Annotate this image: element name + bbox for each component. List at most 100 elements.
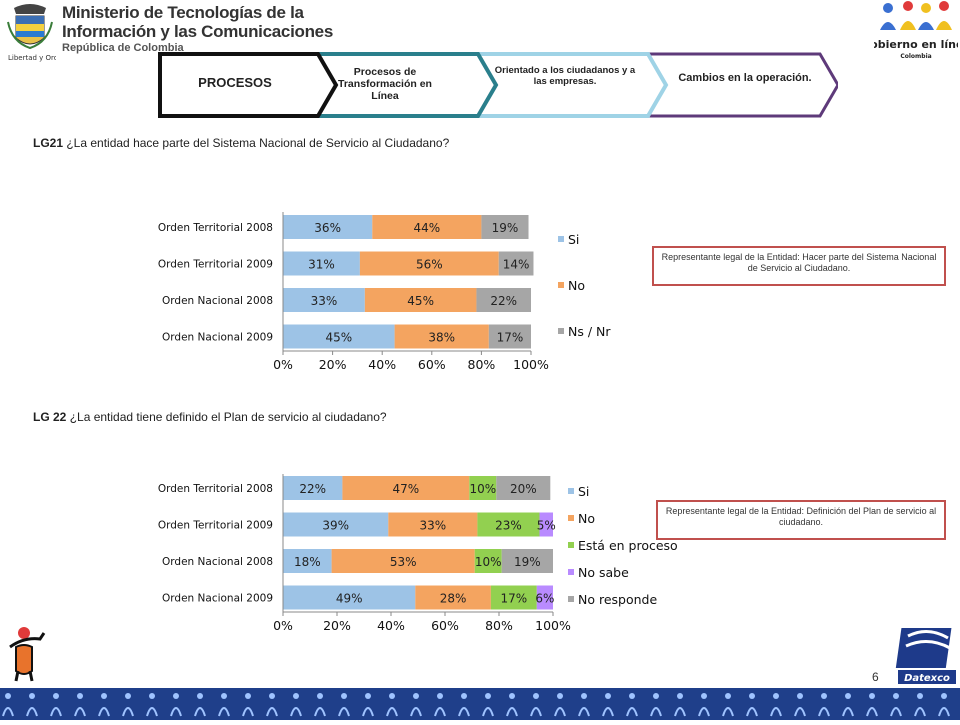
data-label: 38%: [428, 331, 455, 345]
legend-swatch: [558, 282, 564, 288]
band-figure-head: [293, 693, 299, 699]
legend-label: Si: [578, 484, 589, 499]
flow-step-1-shape: [158, 52, 339, 118]
band-figure-body: [146, 707, 158, 717]
band-figure-head: [389, 693, 395, 699]
x-tick-label: 0%: [273, 618, 293, 633]
bar-segment: [342, 476, 470, 500]
datexco-logo-text: Datexco: [904, 673, 950, 684]
bar-segment: [394, 324, 489, 349]
band-figure-body: [338, 707, 350, 717]
bar-segment: [331, 549, 475, 573]
band-figure-head: [677, 693, 683, 699]
bar-segment: [364, 288, 477, 312]
band-figure-head: [797, 693, 803, 699]
band-figure-body: [506, 707, 518, 717]
band-figure-head: [5, 693, 11, 699]
band-figure-head: [821, 693, 827, 699]
legend-label: No responde: [578, 592, 657, 607]
band-figure-body: [674, 707, 686, 717]
band-figure-body: [914, 707, 926, 717]
band-figure-body: [290, 707, 302, 717]
legend-swatch: [568, 542, 574, 548]
data-label: 49%: [336, 592, 363, 606]
gel-logo-text: Gobierno en línea: [874, 38, 958, 51]
band-figure-body: [626, 707, 638, 717]
bar-segment: [481, 215, 529, 239]
x-tick-label: 60%: [418, 357, 446, 372]
legend-swatch: [568, 488, 574, 494]
band-figure-head: [197, 693, 203, 699]
band-figure-body: [98, 707, 110, 717]
band-figure-head: [653, 693, 659, 699]
band-figure-head: [437, 693, 443, 699]
bar-segment: [477, 512, 540, 537]
x-tick-label: 20%: [319, 357, 347, 372]
ministry-title: Ministerio de Tecnologías de la Informac…: [62, 4, 333, 54]
band-figure-body: [770, 707, 782, 717]
x-tick-label: 0%: [273, 357, 293, 372]
bar-segment: [283, 476, 343, 500]
legend-label: Ns / Nr: [568, 324, 611, 339]
x-tick-label: 60%: [431, 618, 459, 633]
person-icon: [9, 627, 46, 682]
ministry-line2: Información y las Comunicaciones: [62, 22, 333, 41]
legend-label: Si: [568, 232, 579, 247]
band-figure-body: [746, 707, 758, 717]
band-figure-body: [602, 707, 614, 717]
bar-segment: [476, 288, 531, 312]
category-label: Orden Nacional 2009: [162, 332, 273, 344]
band-figure-head: [101, 693, 107, 699]
band-figure-head: [269, 693, 275, 699]
band-figure-head: [701, 693, 707, 699]
band-figure-body: [26, 707, 38, 717]
note-lg22: Representante legal de la Entidad: Defin…: [656, 500, 946, 540]
data-label: 33%: [420, 519, 447, 533]
bar-segment: [283, 215, 373, 239]
datexco-logo: Datexco: [895, 628, 956, 684]
band-figure-body: [794, 707, 806, 717]
data-label: 10%: [469, 482, 496, 496]
question-lg21-text: ¿La entidad hace parte del Sistema Nacio…: [63, 136, 450, 150]
legend-swatch: [568, 569, 574, 575]
question-lg22-code: LG 22: [33, 410, 67, 424]
band-figure-body: [482, 707, 494, 717]
footer-band: [0, 688, 960, 720]
x-tick-label: 100%: [535, 618, 571, 633]
band-figure-body: [386, 707, 398, 717]
question-lg21: LG21 ¿La entidad hace parte del Sistema …: [33, 136, 449, 150]
band-figure-body: [554, 707, 566, 717]
flow-step-2: Procesos de Transformación en Línea: [338, 66, 432, 103]
band-figure-head: [77, 693, 83, 699]
band-figure-body: [578, 707, 590, 717]
data-label: 19%: [514, 555, 541, 569]
legend-label: Está en proceso: [578, 538, 678, 553]
band-figure-head: [749, 693, 755, 699]
band-figure-head: [629, 693, 635, 699]
band-figure-head: [893, 693, 899, 699]
band-figure-body: [818, 707, 830, 717]
data-label: 19%: [492, 221, 519, 235]
bar-segment: [283, 585, 416, 610]
x-tick-label: 40%: [368, 357, 396, 372]
band-figure-body: [266, 707, 278, 717]
data-label: 45%: [325, 331, 352, 345]
band-figure-body: [242, 707, 254, 717]
band-figure-body: [434, 707, 446, 717]
legend-label: No: [568, 278, 585, 293]
bar-segment: [496, 476, 551, 500]
category-label: Orden Nacional 2008: [162, 556, 273, 568]
data-label: 45%: [407, 294, 434, 308]
legend-label: No sabe: [578, 565, 629, 580]
band-figure-head: [245, 693, 251, 699]
data-label: 18%: [294, 555, 321, 569]
band-figure-body: [650, 707, 662, 717]
category-label: Orden Territorial 2008: [158, 483, 273, 495]
bar-segment: [283, 288, 365, 312]
gobierno-en-linea-logo: Gobierno en línea Colombia: [874, 1, 958, 60]
coat-of-arms-logo: Libertad y Orden: [7, 4, 56, 62]
band-figure-head: [581, 693, 587, 699]
page-number: 6: [872, 670, 879, 684]
question-lg22-text: ¿La entidad tiene definido el Plan de se…: [66, 410, 387, 424]
data-label: 28%: [440, 592, 467, 606]
